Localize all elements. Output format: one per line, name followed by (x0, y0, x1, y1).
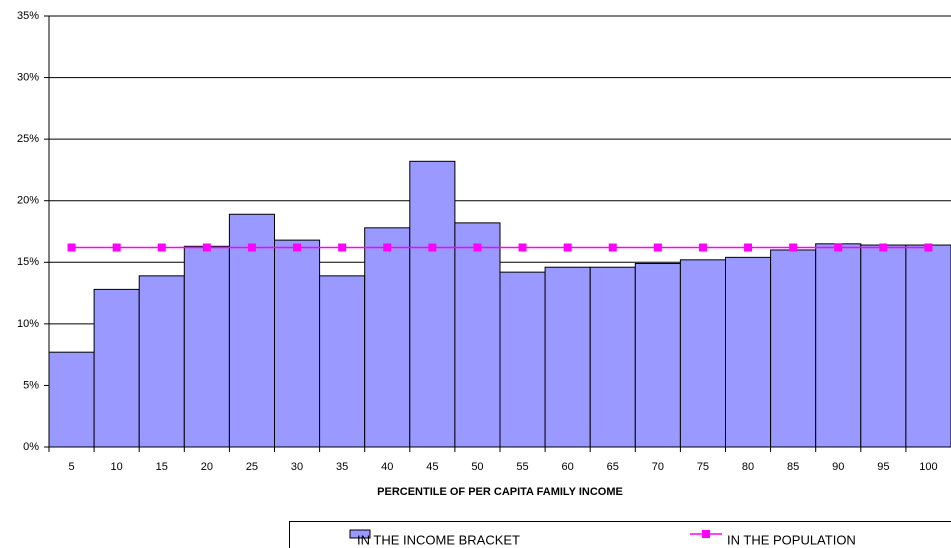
y-tick-label: 0% (23, 441, 39, 453)
line-marker (744, 243, 753, 252)
y-tick-label: 20% (17, 195, 39, 207)
line-marker (338, 243, 347, 252)
x-tick-label: 55 (516, 461, 528, 473)
line-marker (879, 243, 888, 252)
line-marker (518, 243, 527, 252)
line-marker (67, 243, 76, 252)
legend-box (289, 521, 951, 548)
x-tick-label: 100 (919, 461, 937, 473)
line-marker (834, 243, 843, 252)
bar (48, 351, 95, 448)
bar (228, 213, 275, 448)
bar (93, 288, 140, 448)
x-tick-label: 80 (742, 461, 754, 473)
line-marker (383, 243, 392, 252)
bar (183, 245, 230, 448)
line-marker (789, 243, 798, 252)
line-marker (247, 243, 256, 252)
y-tick-label: 25% (17, 133, 39, 145)
y-tick-label: 35% (17, 10, 39, 22)
line-marker (112, 243, 121, 252)
bar (319, 275, 366, 448)
x-tick-label: 5 (68, 461, 74, 473)
x-tick-label: 15 (156, 461, 168, 473)
x-tick-label: 65 (607, 461, 619, 473)
legend-label: IN THE POPULATION (727, 532, 856, 547)
x-tick-label: 60 (562, 461, 574, 473)
line-marker (608, 243, 617, 252)
y-tick-label: 5% (23, 379, 39, 391)
line-marker (202, 243, 211, 252)
y-tick-label: 30% (17, 71, 39, 83)
line-marker (698, 243, 707, 252)
bar (815, 243, 862, 448)
line-marker (473, 243, 482, 252)
bar (409, 160, 456, 448)
x-tick-label: 90 (832, 461, 844, 473)
bar (634, 263, 681, 448)
x-tick-label: 35 (336, 461, 348, 473)
bar (544, 266, 591, 448)
bar (454, 222, 501, 448)
bar (274, 239, 321, 448)
line-marker (563, 243, 572, 252)
legend-swatch-marker (702, 530, 710, 538)
y-tick-label: 10% (17, 318, 39, 330)
x-tick-label: 25 (246, 461, 258, 473)
x-tick-label: 45 (426, 461, 438, 473)
line-marker (157, 243, 166, 252)
bar (138, 275, 185, 448)
x-tick-label: 40 (381, 461, 393, 473)
line-marker (293, 243, 302, 252)
x-tick-label: 10 (111, 461, 123, 473)
x-tick-label: 70 (652, 461, 664, 473)
x-tick-label: 75 (697, 461, 709, 473)
x-tick-label: 20 (201, 461, 213, 473)
bar (499, 271, 546, 448)
x-tick-label: 85 (787, 461, 799, 473)
x-tick-label: 30 (291, 461, 303, 473)
bar (770, 249, 817, 448)
bar (860, 244, 907, 448)
bar (725, 256, 772, 448)
bar (364, 227, 411, 448)
x-tick-label: 50 (471, 461, 483, 473)
legend-label: IN THE INCOME BRACKET (357, 532, 520, 547)
x-axis-title: PERCENTILE OF PER CAPITA FAMILY INCOME (377, 486, 623, 498)
x-tick-label: 95 (877, 461, 889, 473)
bar (905, 244, 951, 448)
line-marker (924, 243, 933, 252)
line-marker (428, 243, 437, 252)
bar (679, 259, 727, 448)
legend-swatch (349, 529, 371, 539)
y-tick-label: 15% (17, 256, 39, 268)
line-marker (653, 243, 662, 252)
bar (589, 266, 636, 448)
